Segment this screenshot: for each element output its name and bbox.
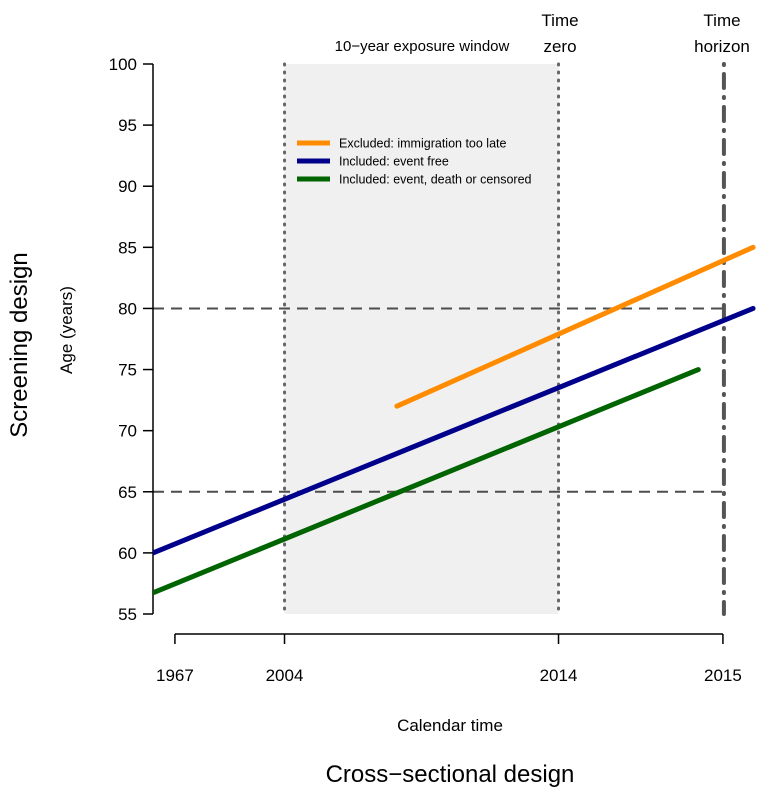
x-axis-label: Calendar time: [397, 716, 503, 735]
y-tick-label: 95: [118, 116, 137, 135]
x-tick-label: 2014: [540, 666, 578, 685]
cross-sectional-design-label: Cross−sectional design: [326, 761, 575, 788]
y-tick-label: 70: [118, 422, 137, 441]
y-tick-label: 85: [118, 238, 137, 257]
y-tick-label: 75: [118, 361, 137, 380]
time-zero-label-line1: Time: [541, 11, 578, 30]
y-axis-label: Age (years): [57, 286, 76, 374]
exposure-window-label: 10−year exposure window: [335, 38, 510, 55]
series-line-1: [153, 305, 756, 556]
time-zero-label-line2: zero: [543, 37, 576, 56]
legend-label-1: Included: event free: [339, 155, 449, 169]
y-tick-label: 60: [118, 544, 137, 563]
x-tick-label: 1967: [156, 666, 194, 685]
y-tick-label: 55: [118, 605, 137, 624]
time-horizon-label-line2: horizon: [694, 37, 750, 56]
y-tick-label: 65: [118, 483, 137, 502]
y-tick-label: 90: [118, 177, 137, 196]
legend-label-2: Included: event, death or censored: [339, 173, 532, 187]
series-line-2: [153, 367, 701, 596]
x-tick-label: 2015: [704, 666, 742, 685]
series-line-0: [394, 244, 756, 409]
screening-design-label: Screening design: [6, 252, 33, 437]
time-horizon-label-line1: Time: [703, 11, 740, 30]
legend-label-0: Excluded: immigration too late: [339, 137, 506, 151]
x-tick-label: 2004: [266, 666, 304, 685]
y-tick-label: 100: [109, 55, 137, 74]
y-tick-label: 80: [118, 299, 137, 318]
